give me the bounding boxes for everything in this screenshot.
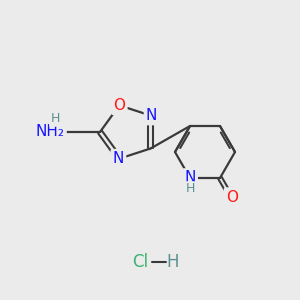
Text: NH₂: NH₂ [35, 124, 64, 140]
Text: N: N [146, 108, 157, 123]
Text: N: N [184, 170, 196, 185]
Text: N: N [113, 151, 124, 166]
Text: H: H [167, 253, 179, 271]
Text: H: H [185, 182, 195, 196]
Text: Cl: Cl [132, 253, 148, 271]
Text: O: O [113, 98, 125, 113]
Text: O: O [226, 190, 238, 205]
Text: H: H [50, 112, 60, 125]
